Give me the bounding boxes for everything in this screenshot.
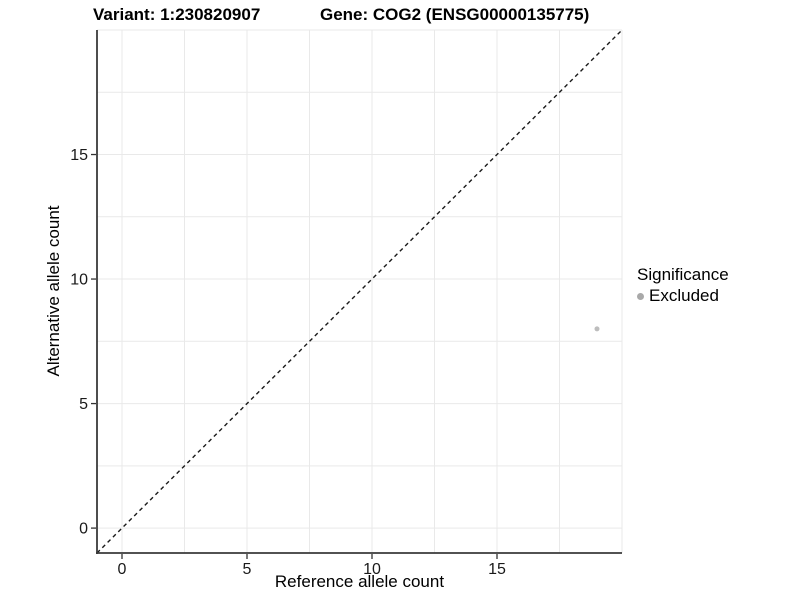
plot-title-gene: Gene: COG2 (ENSG00000135775) [320, 5, 590, 24]
data-point [594, 326, 600, 332]
y-tick-label: 0 [79, 521, 88, 538]
x-tick-label: 10 [363, 561, 381, 578]
x-tick-label: 5 [243, 561, 252, 578]
y-tick-label: 5 [79, 396, 88, 413]
x-axis-title: Reference allele count [274, 572, 445, 591]
x-tick-label: 0 [118, 561, 127, 578]
identity-dashed-line [96, 29, 623, 554]
plot-title-variant: Variant: 1:230820907 [93, 5, 261, 24]
x-tick-label: 15 [488, 561, 506, 578]
legend-item-excluded: Excluded [637, 286, 729, 306]
y-tick-label: 10 [70, 272, 88, 289]
y-tick-label: 15 [70, 147, 88, 164]
legend-point-icon [637, 292, 644, 300]
legend: Significance Excluded [637, 264, 729, 306]
y-axis-title: Alternative allele count [44, 205, 63, 377]
legend-item-label: Excluded [649, 286, 719, 305]
legend-title: Significance [637, 265, 729, 284]
